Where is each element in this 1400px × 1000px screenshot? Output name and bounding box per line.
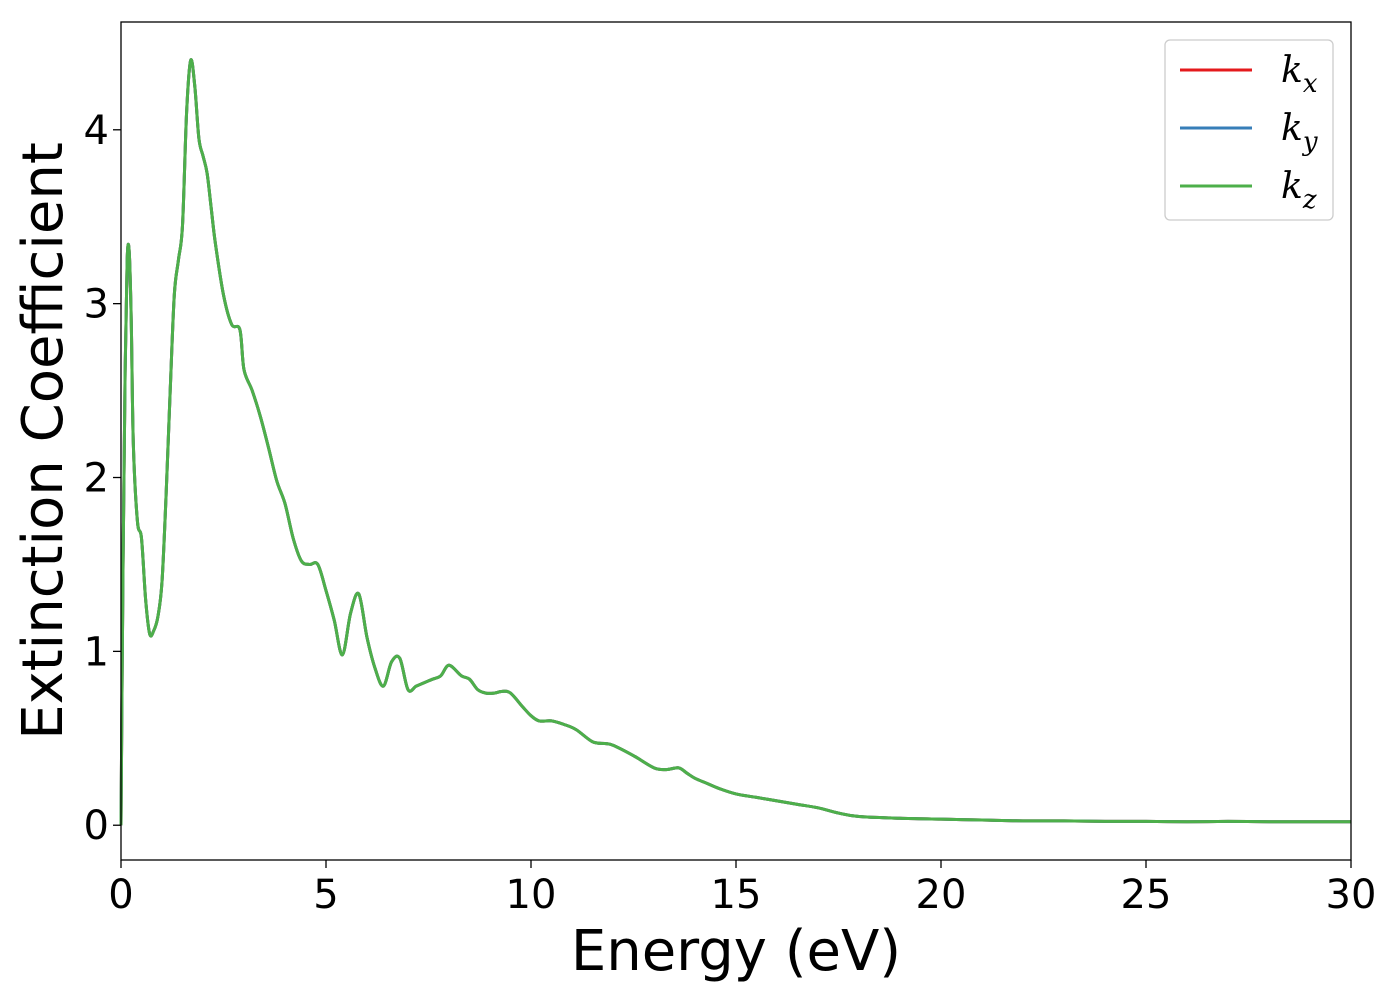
x-axis-ticks: 0 5 10 15 20 25 30 xyxy=(108,860,1376,918)
y-tick-label: 2 xyxy=(84,456,109,502)
legend-label-ky: ky xyxy=(1281,108,1318,157)
y-axis-ticks: 0 1 2 3 4 xyxy=(84,108,121,849)
series-line-kz xyxy=(119,58,1351,826)
x-tick-label: 5 xyxy=(313,872,338,918)
series-lines xyxy=(119,58,1351,826)
legend-box xyxy=(1164,39,1334,221)
x-tick-label: 10 xyxy=(506,872,557,918)
legend: kx ky kz xyxy=(1164,39,1334,221)
y-tick-label: 1 xyxy=(84,629,109,675)
x-tick-label: 20 xyxy=(916,872,967,918)
legend-label-kz: kz xyxy=(1281,166,1317,215)
y-tick-label: 0 xyxy=(84,803,109,849)
y-tick-label: 3 xyxy=(84,282,109,328)
y-tick-label: 4 xyxy=(84,108,109,154)
y-axis-label: Extinction Coefficient xyxy=(11,142,76,740)
x-tick-label: 30 xyxy=(1326,872,1377,918)
x-tick-label: 15 xyxy=(711,872,762,918)
legend-label-kx: kx xyxy=(1281,50,1318,99)
x-axis-label: Energy (eV) xyxy=(571,919,901,984)
x-tick-label: 25 xyxy=(1121,872,1172,918)
x-tick-label: 0 xyxy=(108,872,133,918)
